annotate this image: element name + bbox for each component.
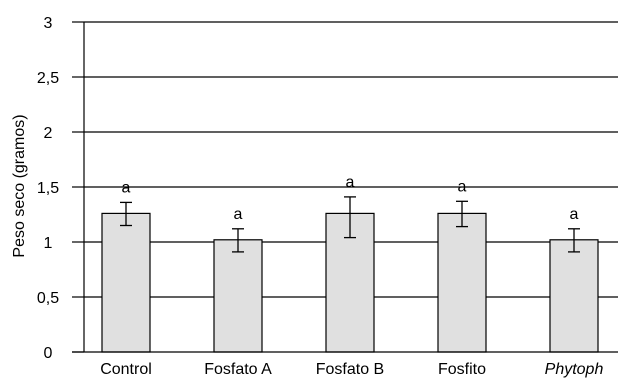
y-axis-title: Peso seco (gramos) xyxy=(11,114,28,257)
significance-label: a xyxy=(234,206,243,223)
y-tick-label: 1,5 xyxy=(37,180,59,197)
x-category-labels: Control Fosfato A Fosfato B Fosfito Phytoph xyxy=(100,361,603,378)
y-tick-label: 1 xyxy=(44,235,53,252)
significance-label: a xyxy=(570,206,579,223)
error-bars xyxy=(120,196,580,253)
y-tick-labels: 0 0,5 1 1,5 2 2,5 3 xyxy=(37,15,59,362)
significance-labels: a a a a a xyxy=(122,174,579,223)
y-tick-label: 2 xyxy=(44,125,53,142)
error-bar xyxy=(568,228,580,253)
x-category-label: Fosfato A xyxy=(204,361,272,378)
y-tick-label: 0 xyxy=(44,345,53,362)
x-category-label: Fosfito xyxy=(438,361,486,378)
axes xyxy=(72,21,618,353)
bar-fosfato-a xyxy=(213,239,263,353)
bar-phytoph xyxy=(549,239,599,353)
significance-label: a xyxy=(458,178,467,195)
gridlines xyxy=(84,21,618,298)
x-category-label: Control xyxy=(100,361,152,378)
error-bar xyxy=(344,196,356,239)
bar-control xyxy=(101,212,151,353)
error-bar xyxy=(120,201,132,227)
bar-fosfito xyxy=(437,212,487,353)
x-category-label: Phytoph xyxy=(545,361,604,378)
y-tick-label: 3 xyxy=(44,15,53,32)
x-category-label: Fosfato B xyxy=(316,361,384,378)
error-bar xyxy=(456,200,468,228)
significance-label: a xyxy=(122,179,131,196)
y-tick-label: 2,5 xyxy=(37,70,59,87)
y-tick-label: 0,5 xyxy=(37,290,59,307)
significance-label: a xyxy=(346,174,355,191)
error-bar xyxy=(232,228,244,253)
